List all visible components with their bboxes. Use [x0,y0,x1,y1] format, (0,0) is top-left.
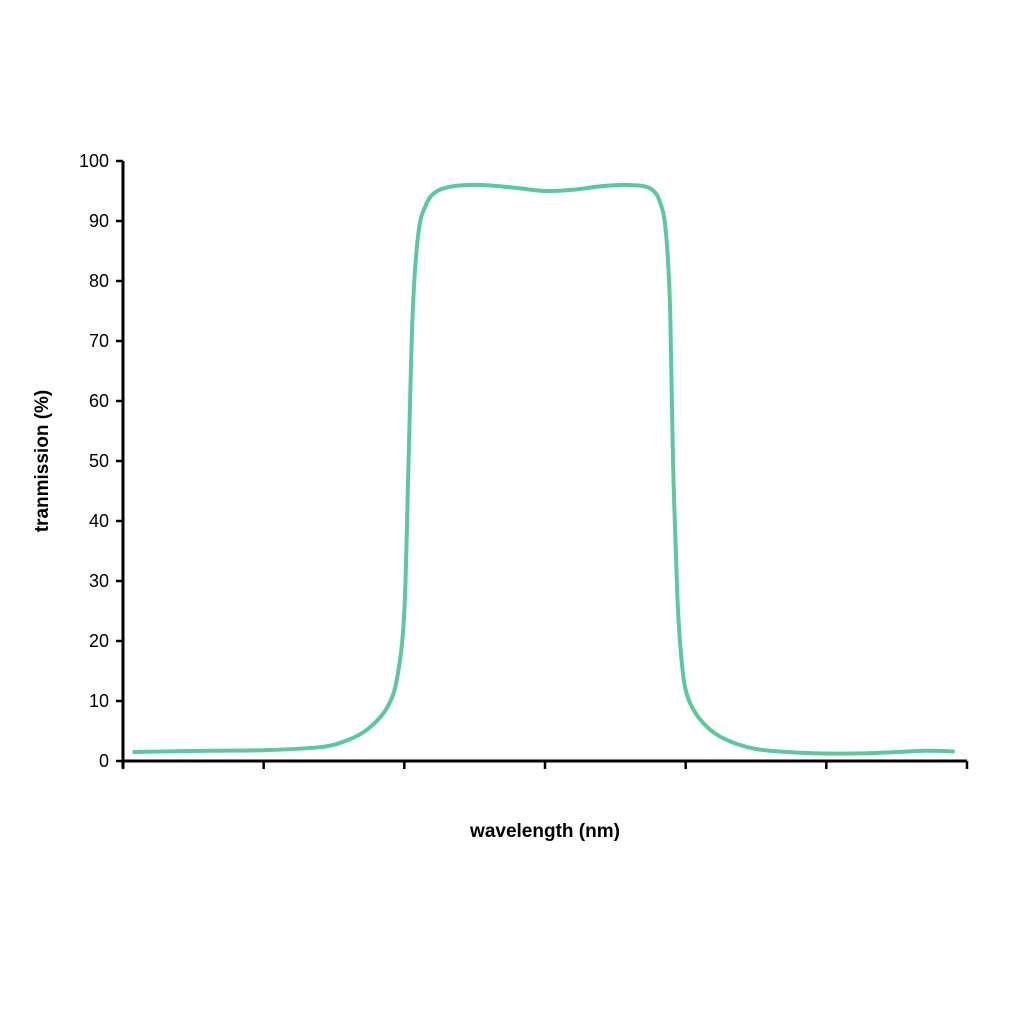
y-tick-label: 80 [89,271,109,291]
y-tick-label: 20 [89,631,109,651]
y-tick-label: 30 [89,571,109,591]
y-tick-label: 90 [89,211,109,231]
y-tick-label: 10 [89,691,109,711]
series-line-0 [132,182,955,756]
y-tick-label: 60 [89,391,109,411]
y-tick-label: 0 [99,751,109,771]
y-tick-label: 50 [89,451,109,471]
y-tick-label: 40 [89,511,109,531]
y-ticks: 0 10 20 30 40 50 60 70 80 90 100 [79,151,123,771]
series-layer [132,182,955,756]
y-tick-label: 100 [79,151,109,171]
x-axis-title: wavelength (nm) [469,821,620,842]
y-tick-label: 70 [89,331,109,351]
y-axis-title: tranmission (%) [32,390,53,533]
